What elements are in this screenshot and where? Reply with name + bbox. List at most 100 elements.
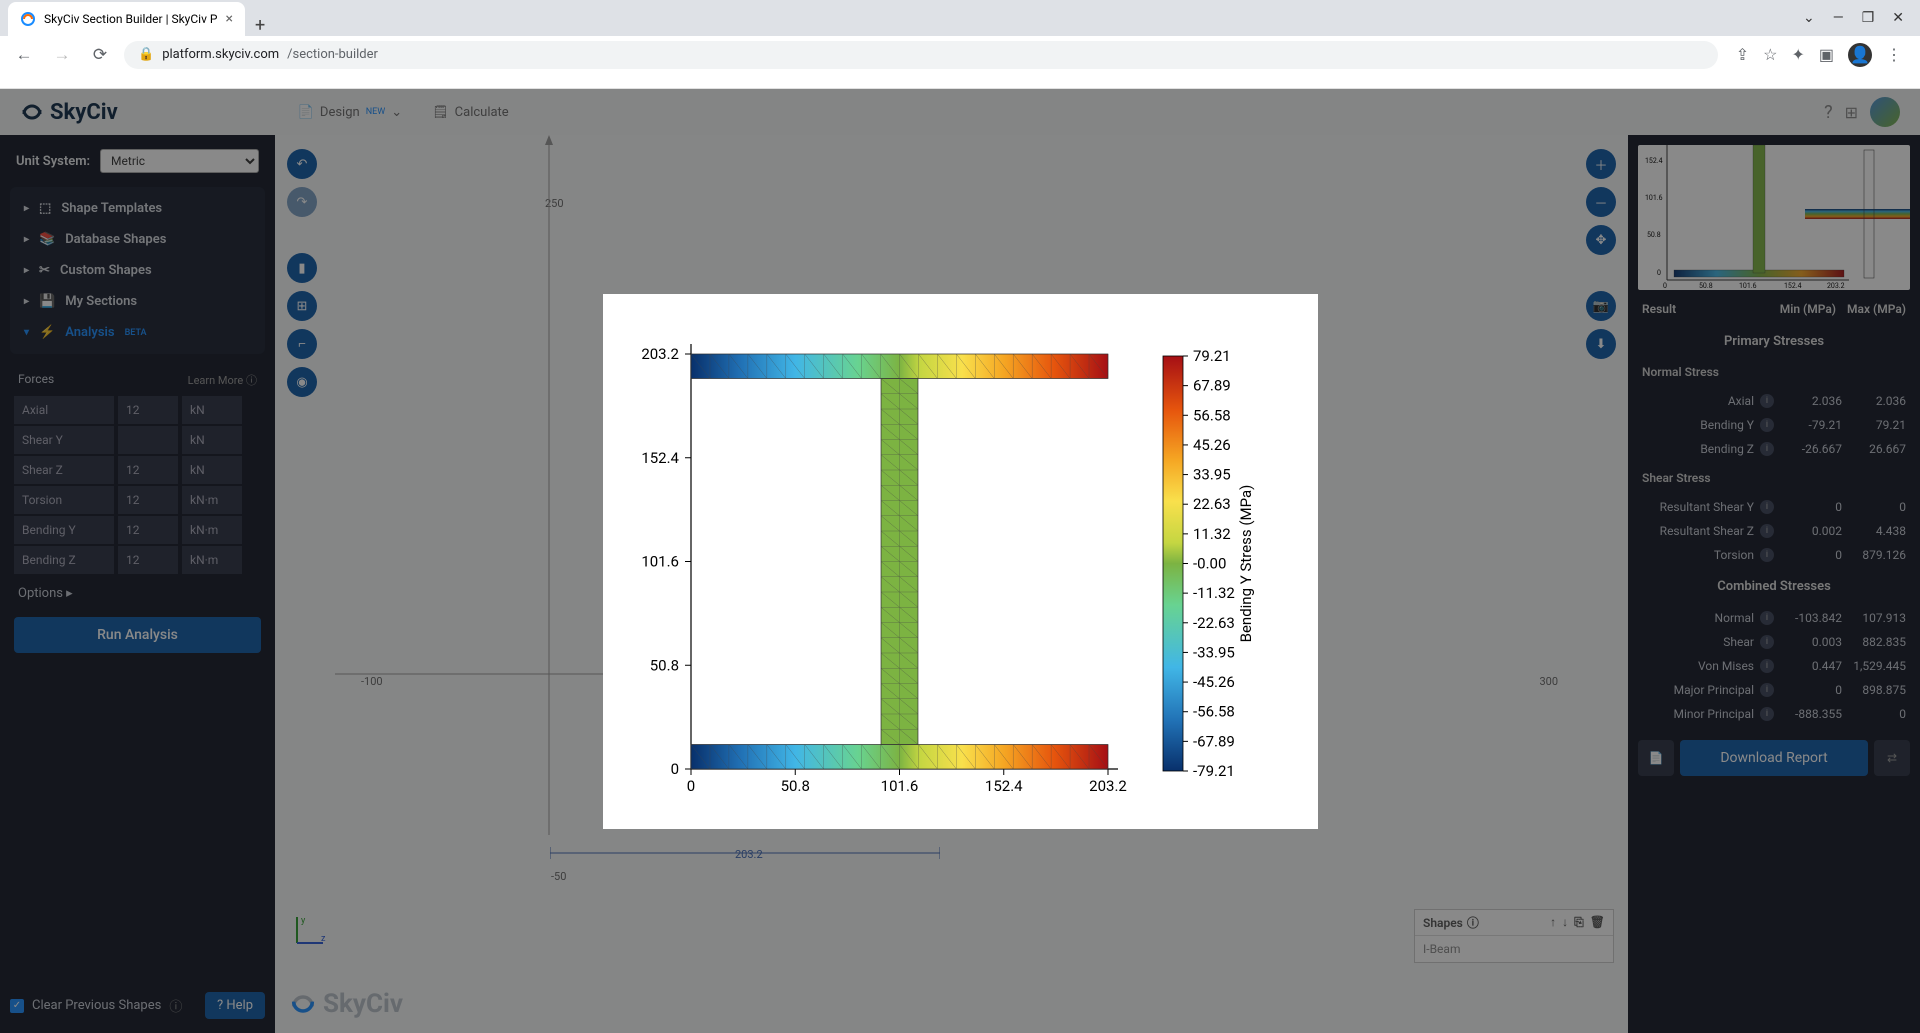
help-icon[interactable]: ? bbox=[1824, 102, 1833, 123]
tool-ruler-button[interactable]: ⌐ bbox=[287, 329, 317, 359]
up-icon[interactable]: ↑ bbox=[1550, 915, 1556, 930]
download-button[interactable]: ⬇ bbox=[1586, 329, 1616, 359]
origin-axes-icon: yz bbox=[291, 913, 327, 953]
copy-icon[interactable]: ⎘ bbox=[1574, 915, 1584, 930]
new-tab-button[interactable]: + bbox=[245, 15, 275, 36]
help-button[interactable]: ? Help bbox=[205, 992, 265, 1019]
info-icon[interactable]: i bbox=[1760, 611, 1774, 625]
sidebar-item-custom-shapes[interactable]: ▸✂Custom Shapes bbox=[10, 255, 265, 286]
templates-icon: ⬚ bbox=[39, 201, 51, 216]
svg-text:101.6: 101.6 bbox=[1645, 194, 1663, 202]
info-icon[interactable]: i bbox=[1760, 500, 1774, 514]
window-icon[interactable]: ▣ bbox=[1819, 45, 1834, 64]
fit-button[interactable]: ✥ bbox=[1586, 225, 1616, 255]
info-icon[interactable]: i bbox=[1760, 683, 1774, 697]
sidebar-item-analysis[interactable]: ▾⚡AnalysisBETA bbox=[10, 317, 265, 348]
section-title: Combined Stresses bbox=[1638, 573, 1910, 600]
mini-preview[interactable]: 152.4 101.6 50.8 0 050.8101.6152.4203.2 bbox=[1638, 145, 1910, 290]
result-row[interactable]: Normal i -103.842 107.913 bbox=[1638, 606, 1910, 630]
back-button[interactable]: ← bbox=[10, 45, 38, 65]
redo-button[interactable]: ↷ bbox=[287, 187, 317, 217]
minimize-icon[interactable]: — bbox=[1833, 10, 1844, 26]
force-value-input[interactable]: 12 bbox=[118, 546, 178, 574]
result-label: Torsion bbox=[1642, 548, 1760, 562]
browser-tab[interactable]: SkyCiv Section Builder | SkyCiv P × bbox=[8, 2, 245, 36]
trash-icon[interactable]: 🗑 bbox=[1590, 915, 1605, 930]
tool-grid-button[interactable]: ⊞ bbox=[287, 291, 317, 321]
learn-more-link[interactable]: Learn More ⓘ bbox=[188, 372, 257, 388]
tool-snap-button[interactable]: ▮ bbox=[287, 253, 317, 283]
result-row[interactable]: Bending Z i -26.667 26.667 bbox=[1638, 437, 1910, 461]
result-row[interactable]: Resultant Shear Z i 0.002 4.438 bbox=[1638, 519, 1910, 543]
unit-label: Unit System: bbox=[16, 154, 90, 169]
zoom-out-button[interactable]: － bbox=[1586, 187, 1616, 217]
info-icon[interactable]: i bbox=[1760, 707, 1774, 721]
info-icon[interactable]: ⓘ bbox=[1467, 914, 1479, 931]
result-row[interactable]: Major Principal i 0 898.875 bbox=[1638, 678, 1910, 702]
share-icon-button[interactable]: ⇄ bbox=[1874, 740, 1910, 776]
logo[interactable]: SkyCiv bbox=[20, 100, 118, 125]
force-value-input[interactable]: 12 bbox=[118, 516, 178, 544]
calculator-icon: 🗒 bbox=[432, 105, 449, 120]
result-min: -26.667 bbox=[1778, 442, 1842, 456]
result-label: Resultant Shear Y bbox=[1642, 500, 1760, 514]
result-row[interactable]: Resultant Shear Y i 0 0 bbox=[1638, 495, 1910, 519]
zoom-in-button[interactable]: ＋ bbox=[1586, 149, 1616, 179]
extensions-icon[interactable]: ✦ bbox=[1791, 45, 1804, 64]
force-value-input[interactable]: 12 bbox=[118, 456, 178, 484]
svg-text:50.8: 50.8 bbox=[1647, 231, 1661, 239]
list-item[interactable]: I-Beam bbox=[1415, 936, 1613, 962]
menu-icon[interactable]: ⋮ bbox=[1886, 45, 1902, 64]
force-value-input[interactable]: 12 bbox=[118, 396, 178, 424]
profile-icon[interactable]: 👤 bbox=[1848, 43, 1872, 67]
checkbox-icon[interactable]: ✓ bbox=[10, 999, 24, 1013]
star-icon[interactable]: ☆ bbox=[1763, 45, 1777, 64]
info-icon[interactable]: i bbox=[1760, 524, 1774, 538]
apps-icon[interactable]: ⊞ bbox=[1845, 103, 1858, 122]
info-icon[interactable]: i bbox=[1760, 418, 1774, 432]
force-value-input[interactable]: 12 bbox=[118, 486, 178, 514]
info-icon[interactable]: i bbox=[1760, 659, 1774, 673]
info-icon[interactable]: i bbox=[1760, 394, 1774, 408]
result-label: Normal bbox=[1642, 611, 1760, 625]
tool-info-button[interactable]: ◉ bbox=[287, 367, 317, 397]
run-analysis-button[interactable]: Run Analysis bbox=[14, 617, 261, 653]
download-report-button[interactable]: Download Report bbox=[1680, 740, 1868, 776]
result-row[interactable]: Minor Principal i -888.355 0 bbox=[1638, 702, 1910, 726]
result-row[interactable]: Bending Y i -79.21 79.21 bbox=[1638, 413, 1910, 437]
camera-button[interactable]: 📷 bbox=[1586, 291, 1616, 321]
force-unit: kN bbox=[182, 456, 242, 484]
force-value-input[interactable] bbox=[118, 426, 178, 454]
menu-calculate[interactable]: 🗒 Calculate bbox=[432, 105, 509, 120]
info-icon[interactable]: i bbox=[1760, 635, 1774, 649]
menu-design[interactable]: 📄 Design NEW ⌄ bbox=[298, 105, 402, 120]
canvas-area[interactable]: ↶ ↷ ▮ ⊞ ⌐ ◉ ＋ － ✥ 📷 ⬇ -100 300 250 -50 2… bbox=[275, 135, 1628, 1033]
result-row[interactable]: Torsion i 0 879.126 bbox=[1638, 543, 1910, 567]
close-icon[interactable]: × bbox=[225, 11, 232, 27]
down-icon[interactable]: ↓ bbox=[1562, 915, 1568, 930]
info-icon[interactable]: i bbox=[1760, 442, 1774, 456]
sidebar-item-my-sections[interactable]: ▸💾My Sections bbox=[10, 286, 265, 317]
unit-select[interactable]: Metric bbox=[100, 149, 259, 173]
result-min: -888.355 bbox=[1778, 707, 1842, 721]
chevron-down-icon[interactable]: ⌄ bbox=[1803, 10, 1815, 26]
force-unit: kN·m bbox=[182, 516, 242, 544]
info-icon[interactable]: i bbox=[1760, 548, 1774, 562]
export-icon-button[interactable]: 📄 bbox=[1638, 740, 1674, 776]
maximize-icon[interactable]: ❐ bbox=[1862, 10, 1875, 26]
share-icon[interactable]: ⇪ bbox=[1736, 45, 1749, 64]
options-toggle[interactable]: Options ▸ bbox=[14, 576, 261, 611]
forward-button[interactable]: → bbox=[48, 45, 76, 65]
undo-button[interactable]: ↶ bbox=[287, 149, 317, 179]
result-label: Bending Y bbox=[1642, 418, 1760, 432]
reload-button[interactable]: ⟳ bbox=[86, 45, 114, 65]
result-row[interactable]: Von Mises i 0.447 1,529.445 bbox=[1638, 654, 1910, 678]
info-icon[interactable]: ⓘ bbox=[169, 996, 182, 1015]
url-input[interactable]: 🔒 platform.skyciv.com/section-builder bbox=[124, 41, 1718, 69]
avatar[interactable] bbox=[1870, 97, 1900, 127]
sidebar-item-database-shapes[interactable]: ▸📚Database Shapes bbox=[10, 224, 265, 255]
sidebar-item-shape-templates[interactable]: ▸⬚Shape Templates bbox=[10, 193, 265, 224]
result-row[interactable]: Axial i 2.036 2.036 bbox=[1638, 389, 1910, 413]
close-window-icon[interactable]: ✕ bbox=[1892, 10, 1904, 26]
result-row[interactable]: Shear i 0.003 882.835 bbox=[1638, 630, 1910, 654]
